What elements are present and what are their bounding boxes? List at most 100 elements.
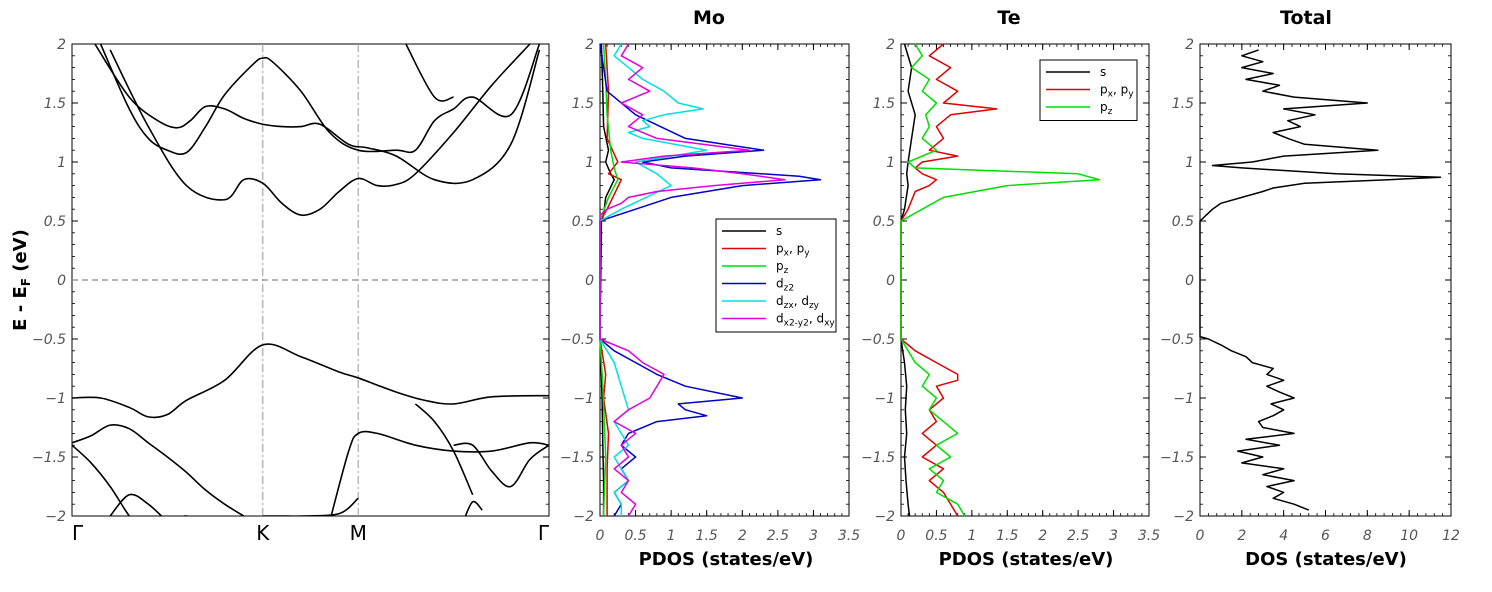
te-legend-label: s — [1100, 65, 1106, 79]
te-y-tick-label: 0.5 — [873, 214, 895, 230]
te-y-tick-label: −0.5 — [861, 332, 895, 348]
te-legend-main: p — [1100, 83, 1108, 97]
mo-legend-main: d — [776, 294, 784, 308]
band-y-tick-label: 0.5 — [44, 214, 66, 230]
total-x-tick-label: 12 — [1442, 528, 1460, 544]
mo-legend-sub2: y — [804, 249, 810, 259]
total-x-tick-label: 10 — [1400, 528, 1418, 544]
te-y-tick-label: 0 — [886, 273, 895, 289]
mo-legend-label: px, py — [776, 242, 810, 259]
band-curves — [72, 44, 549, 516]
mo-x-tick-label: 3 — [809, 528, 818, 544]
kpoint-label: Γ — [538, 521, 550, 545]
mo-y-tick-label: −0.5 — [560, 332, 594, 348]
total-y-tick-label: 0 — [1185, 273, 1194, 289]
te-y-tick-label: −1.5 — [861, 450, 895, 466]
band-y-tick-label: 2 — [57, 37, 66, 53]
te-x-tick-label: 0 — [897, 528, 906, 544]
mo-legend-label: s — [776, 224, 782, 238]
mo-y-tick-label: 0.5 — [572, 214, 594, 230]
mo-legend-main: p — [776, 259, 784, 273]
total-y-tick-label: −1 — [1173, 391, 1194, 407]
band-line — [414, 403, 474, 496]
band-line — [262, 497, 359, 516]
total-y-tick-label: −2 — [1173, 509, 1194, 525]
mo-x-axis-label: PDOS (states/eV) — [639, 549, 814, 570]
total-series-line — [1199, 49, 1442, 511]
mo-x-tick-label: 2.5 — [767, 528, 789, 544]
ylabel-main: E - E — [10, 286, 31, 331]
mo-series-line — [599, 43, 822, 517]
band-line — [330, 430, 549, 516]
band-line — [99, 44, 541, 155]
te-y-tick-label: 1.5 — [873, 96, 895, 112]
mo-x-tick-label: 0 — [596, 528, 605, 544]
te-legend-main: s — [1100, 65, 1106, 79]
mo-legend-sub: x2-y2 — [784, 319, 809, 329]
te-y-tick-label: 2 — [886, 37, 895, 53]
ylabel-unit: (eV) — [10, 229, 31, 278]
mo-legend-main2: , p — [789, 242, 804, 256]
ylabel-subscript: F — [19, 278, 33, 286]
mo-legend-label: dx2-y2, dxy — [776, 312, 835, 329]
band-line — [72, 343, 549, 419]
total-x-tick-label: 2 — [1237, 528, 1246, 544]
mo-legend-sub: zx — [784, 301, 795, 311]
mo-y-tick-label: 2 — [585, 37, 594, 53]
mo-series-line — [599, 43, 708, 516]
band-plot-frame — [71, 43, 550, 517]
total-y-tick-label: 0.5 — [1172, 214, 1194, 230]
mo-y-tick-label: 1 — [585, 155, 594, 171]
total-dos-panel: Total 21.510.50−0.5−1−1.5−20 2 4 6 8 10 12 DOS… — [1160, 7, 1460, 570]
band-y-tick-label: 1 — [57, 155, 66, 171]
te-x-tick-label: 2.5 — [1067, 528, 1089, 544]
mo-legend-box — [715, 218, 837, 333]
mo-legend-main: s — [776, 224, 782, 238]
band-y-tick-label: −2 — [45, 509, 66, 525]
mo-legend-main: d — [776, 277, 784, 291]
mo-x-tick-label: 0.5 — [624, 528, 646, 544]
total-plot-frame — [1199, 43, 1452, 517]
band-line — [109, 44, 531, 217]
te-pdos-panel: Te 21.510.50−0.5−1−1.5−20 0.5 1 1.5 2 2.5 3 3.5… — [861, 7, 1160, 570]
te-legend-label: px, py — [1100, 83, 1134, 100]
band-line — [72, 423, 246, 516]
mo-legend-label: dzx, dzy — [776, 294, 820, 311]
band-y-tick-label: −0.5 — [32, 332, 66, 348]
band-line — [94, 44, 541, 185]
te-curves — [900, 43, 1101, 517]
total-y-tick-label: −1.5 — [1160, 450, 1194, 466]
band-y-tick-label: −1.5 — [32, 450, 66, 466]
band-line — [453, 442, 549, 488]
mo-legend-sub2: zy — [809, 301, 820, 311]
te-panel-title: Te — [997, 7, 1020, 29]
band-structure-panel: 2 1.5 1 0.5 0 −0.5 −1 −1.5 −2 Γ K M Γ E - EF (eV) — [10, 37, 550, 545]
mo-x-tick-label: 1 — [667, 528, 676, 544]
mo-y-tick-label: −1.5 — [560, 450, 594, 466]
te-x-tick-label: 1.5 — [996, 528, 1018, 544]
te-x-tick-label: 1 — [967, 528, 976, 544]
total-panel-title: Total — [1280, 7, 1332, 29]
band-y-axis-label: E - EF (eV) — [10, 229, 33, 331]
mo-legend-main2: , d — [794, 294, 809, 308]
kpoint-label: K — [256, 521, 270, 545]
mo-legend-sub: x — [784, 249, 790, 259]
te-legend-label: pz — [1100, 100, 1113, 117]
total-y-tick-label: 2 — [1185, 37, 1194, 53]
total-y-tick-label: −0.5 — [1160, 332, 1194, 348]
mo-panel-title: Mo — [693, 7, 725, 29]
total-x-axis-label: DOS (states/eV) — [1245, 549, 1407, 570]
mo-series-line — [599, 43, 619, 517]
kpoint-label: M — [350, 521, 367, 545]
te-plot-frame — [900, 43, 1150, 517]
te-legend-main: p — [1100, 100, 1108, 114]
mo-x-tick-label: 2 — [738, 528, 747, 544]
band-line — [109, 493, 163, 516]
mo-y-tick-label: −2 — [573, 509, 594, 525]
band-line — [72, 444, 131, 516]
te-legend-sub: z — [1108, 107, 1113, 117]
te-x-tick-label: 0.5 — [925, 528, 947, 544]
